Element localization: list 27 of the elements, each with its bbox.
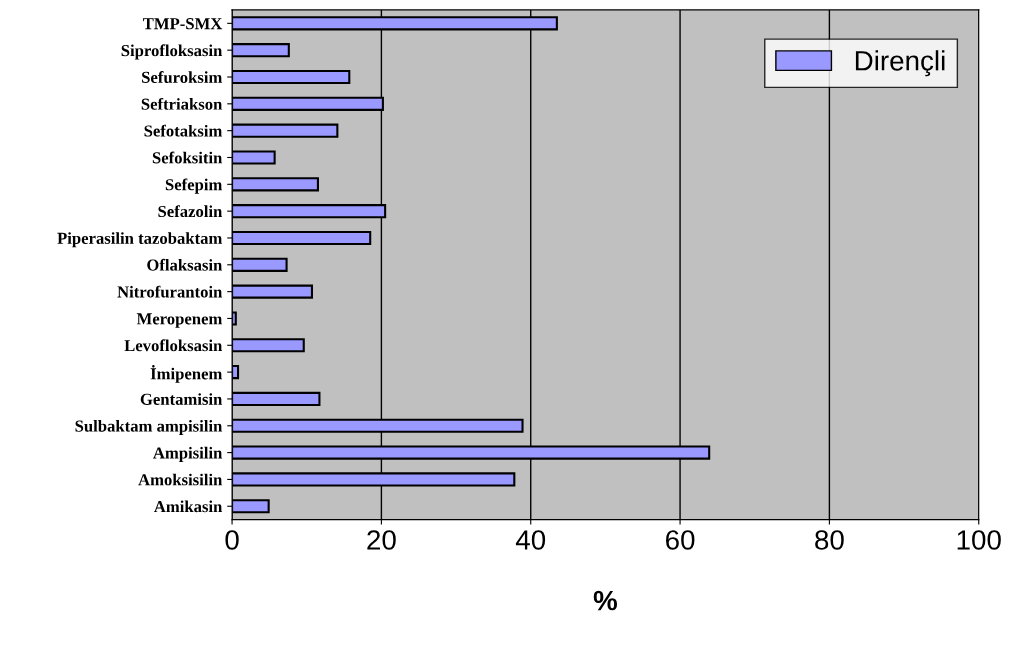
y-tick-label: Piperasilin tazobaktam bbox=[57, 232, 223, 248]
y-tick-label: Amikasin bbox=[153, 500, 223, 513]
y-tick-label: Sulbaktam ampisilin bbox=[75, 419, 223, 436]
y-tick-label: Levofloksasin bbox=[124, 339, 223, 352]
y-tick-label: Gentamisin bbox=[140, 393, 223, 405]
x-tick-label: 80 bbox=[815, 530, 844, 550]
y-tick-label: Sefepim bbox=[165, 178, 223, 194]
y-tick-label: Sefoksitin bbox=[152, 151, 223, 164]
x-tick-label: 20 bbox=[367, 530, 396, 550]
y-tick-label: Sefotaksim bbox=[144, 124, 223, 137]
y-tick-label: Sefazolin bbox=[158, 205, 223, 218]
y-tick-label: Amoksisilin bbox=[138, 473, 223, 486]
x-tick-label: 40 bbox=[515, 530, 546, 550]
y-tick-label: Seftriakson bbox=[141, 97, 223, 110]
y-tick-label: Oflaksasin bbox=[147, 258, 223, 271]
y-tick-label: Nitrofurantoin bbox=[117, 285, 223, 298]
legend-label: Dirençli bbox=[855, 50, 945, 77]
y-tick-label: Ampisilin bbox=[153, 446, 223, 462]
y-tick-label: İmipenem bbox=[150, 365, 223, 383]
x-tick-label: 0 bbox=[225, 530, 239, 550]
x-tick-label: 100 bbox=[957, 530, 1001, 550]
y-tick-label: Sefuroksim bbox=[142, 71, 223, 83]
y-tick-label: TMP-SMX bbox=[142, 18, 223, 30]
y-tick-label: Siprofloksasin bbox=[121, 44, 223, 60]
y-tick-label: Meropenem bbox=[136, 313, 223, 328]
x-axis-title: % bbox=[593, 590, 618, 611]
x-tick-label: 60 bbox=[666, 530, 695, 550]
